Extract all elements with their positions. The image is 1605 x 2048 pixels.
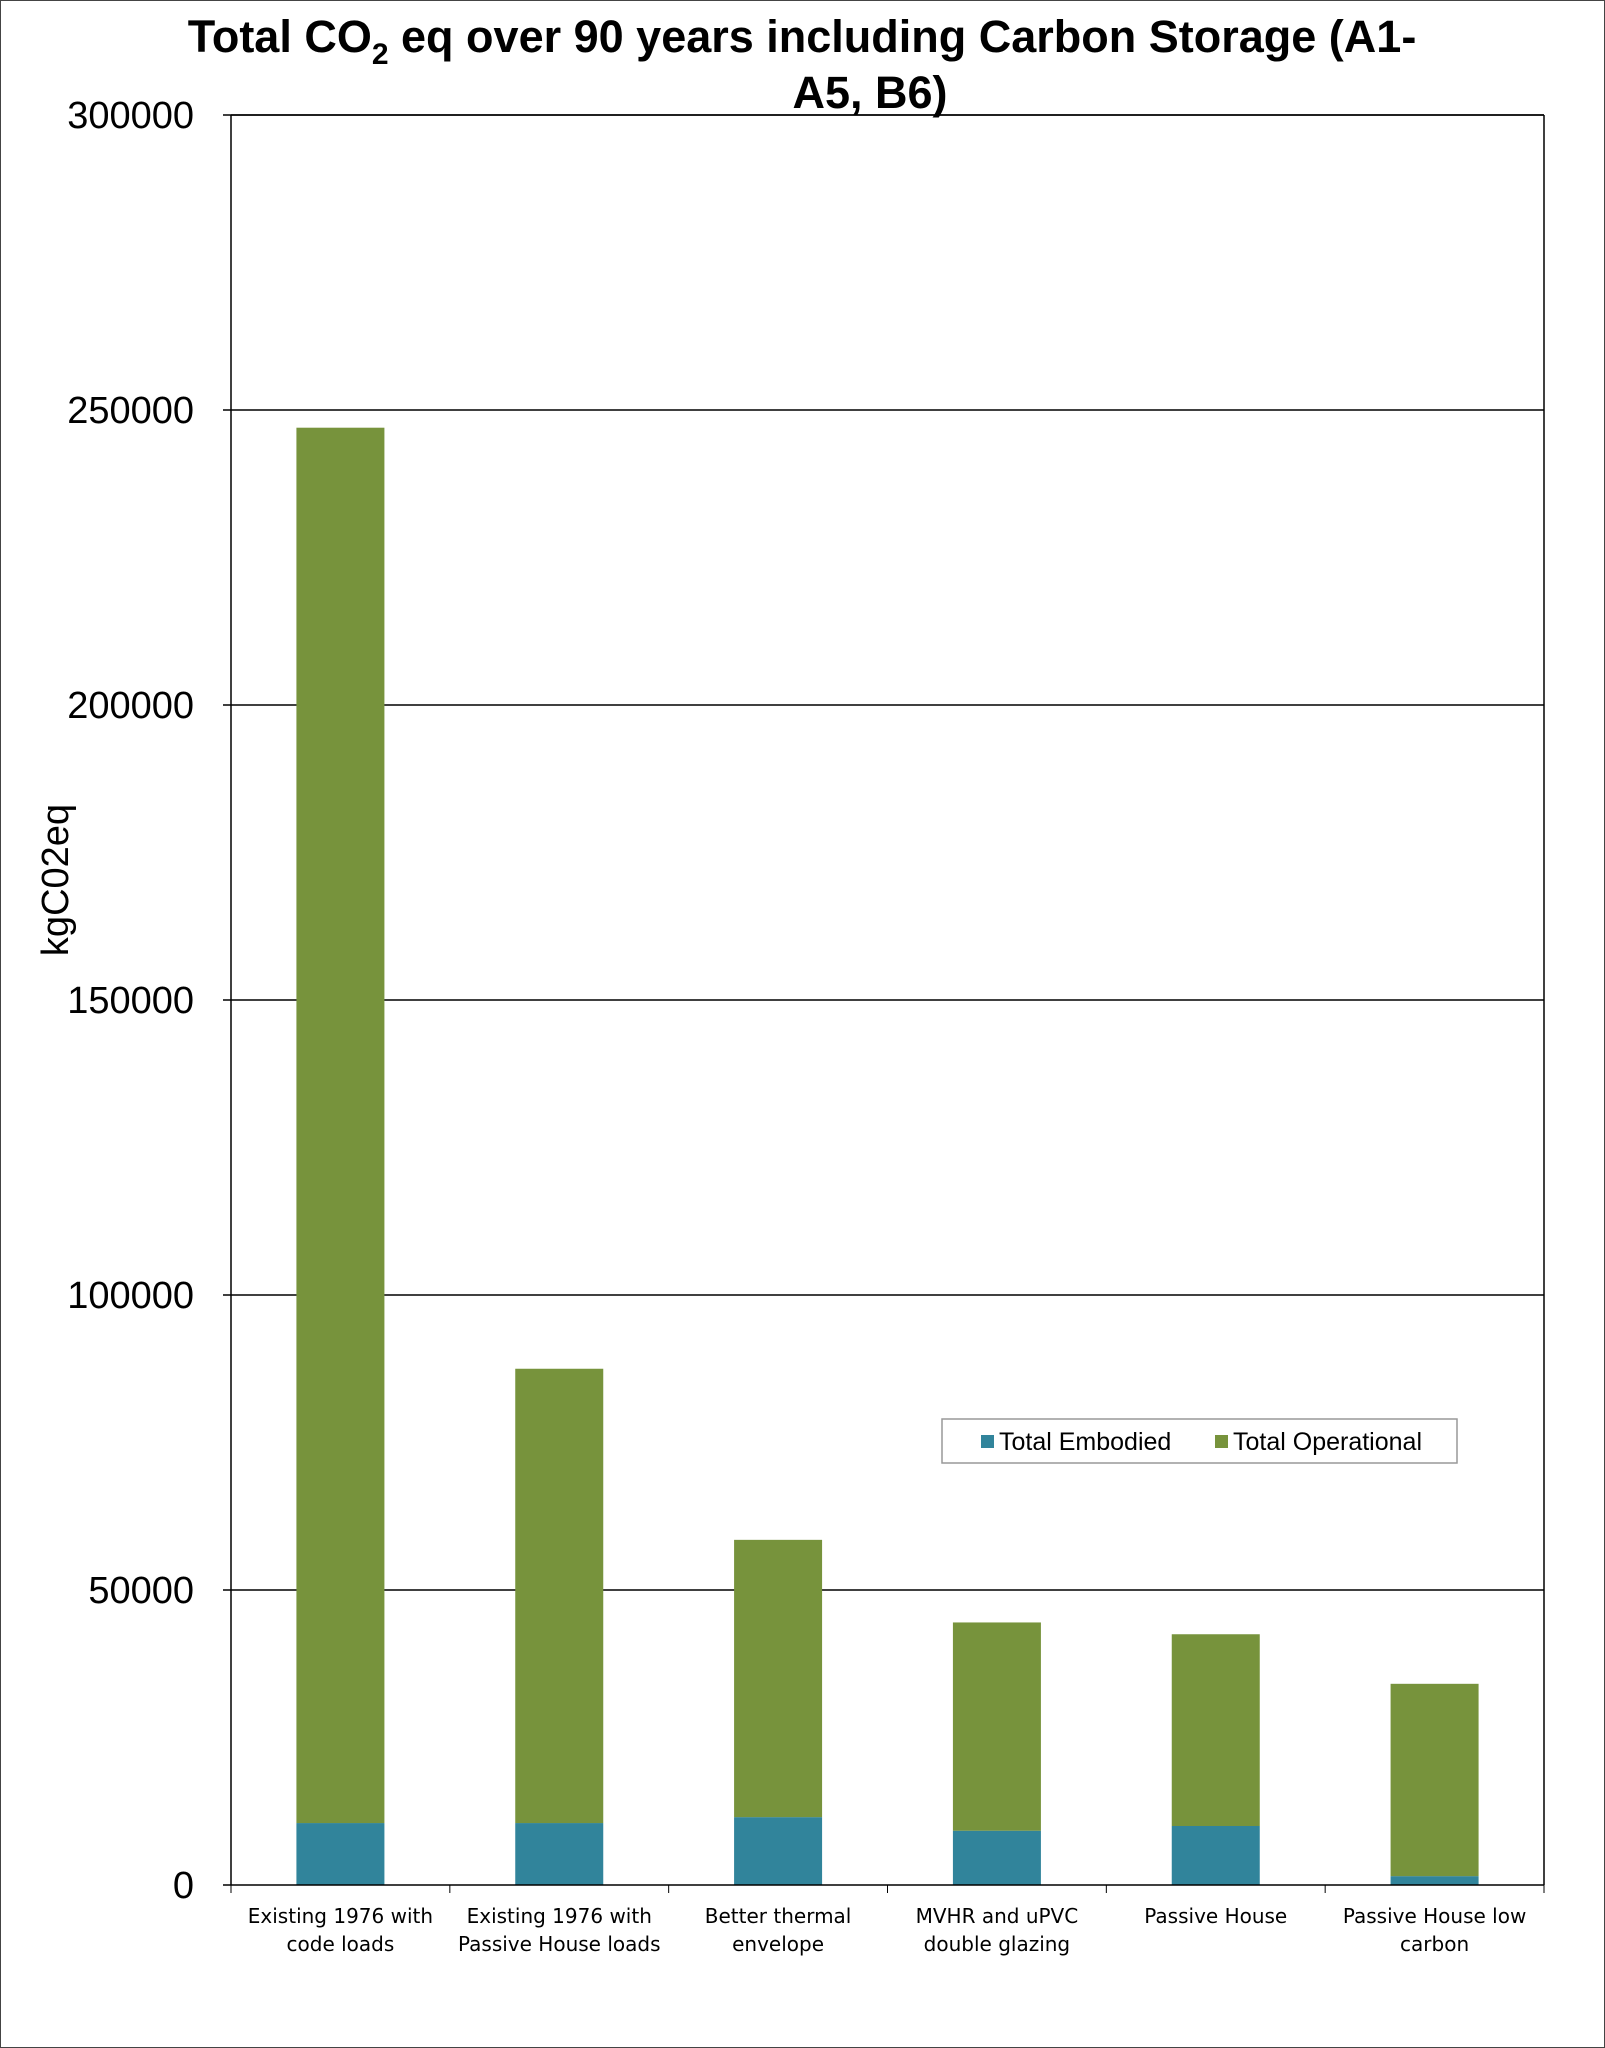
y-tick-label-0: 0: [173, 1865, 194, 1907]
x-tick-label-3: Better thermal envelope: [705, 1904, 852, 1956]
chart-title-line-2: A5, B6): [792, 67, 947, 118]
legend-entry-1: Total Embodied: [999, 1428, 1171, 1456]
bar-embodied-6: [1390, 1876, 1479, 1885]
x-tick-labels: Existing 1976 with code loads Existing 197…: [248, 1904, 1527, 1956]
bar-operational-4: [952, 1622, 1041, 1831]
x-tick-label-2: Existing 1976 with Passive House loads: [458, 1904, 661, 1956]
bar-embodied-5: [1171, 1826, 1260, 1885]
legend-swatch-2: [1215, 1435, 1228, 1448]
y-tick-label-100000: 100000: [67, 1275, 194, 1317]
x-tick-label-1: Existing 1976 with code loads: [248, 1904, 433, 1956]
bar-embodied-1: [296, 1823, 385, 1885]
chart-title-line-1: Total CO2 eq over 90 years including Car…: [188, 11, 1417, 71]
y-tick-label-250000: 250000: [67, 390, 194, 432]
bar-operational-1: [296, 427, 385, 1824]
legend: Total Embodied Total Operational: [941, 1418, 1458, 1464]
x-tick-label-6: Passive House low carbon: [1343, 1904, 1527, 1956]
y-tick-label-150000: 150000: [67, 980, 194, 1022]
bar-embodied-2: [515, 1823, 604, 1885]
bar-embodied-3: [734, 1817, 823, 1885]
bar-operational-5: [1171, 1634, 1260, 1826]
bar-operational-6: [1390, 1683, 1479, 1877]
y-axis-label: kgC02eq: [35, 804, 77, 956]
y-tick-labels: 0 50000 100000 150000 200000 250000 300000: [67, 95, 194, 1907]
x-tick-label-4: MVHR and uPVC double glazing: [916, 1904, 1079, 1956]
bar-operational-2: [515, 1368, 604, 1824]
legend-entry-2: Total Operational: [1233, 1428, 1422, 1456]
bar-operational-3: [734, 1539, 823, 1818]
y-tick-label-300000: 300000: [67, 95, 194, 137]
y-tick-label-50000: 50000: [88, 1570, 194, 1612]
x-tick-label-5: Passive House: [1144, 1904, 1287, 1928]
bar-embodied-4: [952, 1830, 1041, 1885]
y-tick-label-200000: 200000: [67, 685, 194, 727]
legend-box: [941, 1418, 1458, 1464]
legend-swatch-1: [981, 1435, 994, 1448]
bars: [296, 427, 1479, 1885]
axes: [230, 114, 1545, 1893]
gridlines: [223, 114, 1544, 1886]
